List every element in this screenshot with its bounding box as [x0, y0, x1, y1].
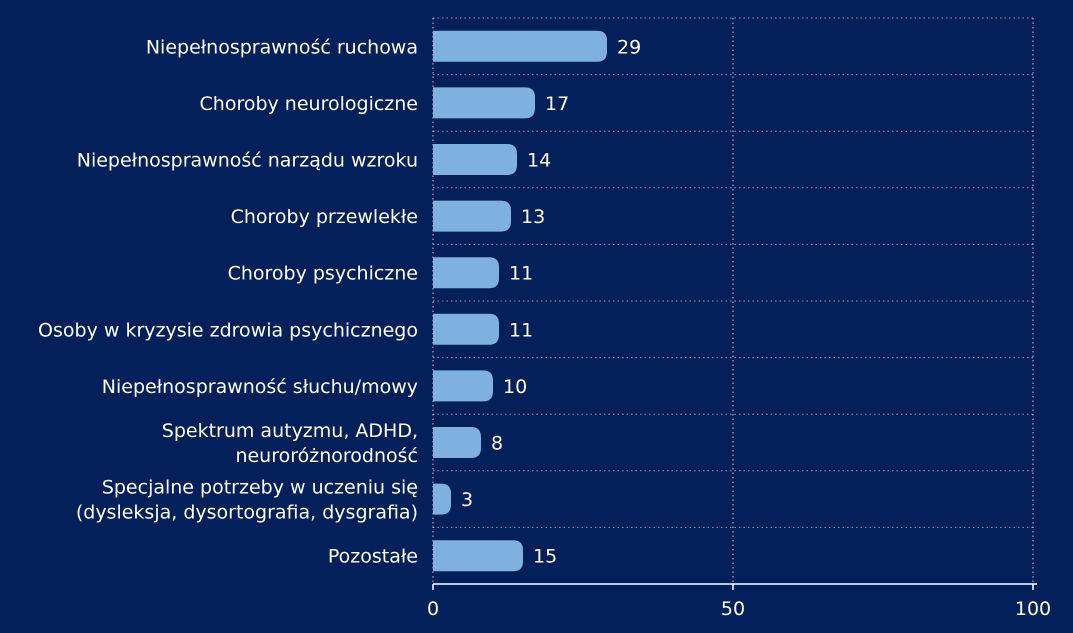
- category-label: (dysleksja, dysortografia, dysgrafia): [76, 502, 418, 524]
- bar: [433, 313, 499, 345]
- category-label: Spektrum autyzmu, ADHD,: [162, 420, 418, 442]
- grid: [432, 17, 1034, 585]
- category-label: Pozostałe: [328, 546, 418, 568]
- category-label: Osoby w kryzysie zdrowia psychicznego: [38, 319, 418, 341]
- category-label: neuroróżnorodność: [235, 445, 418, 467]
- category-label: Niepełnosprawność słuchu/mowy: [102, 376, 418, 398]
- x-tick-label: 0: [427, 598, 439, 620]
- bar: [433, 30, 607, 62]
- x-tick-label: 50: [721, 598, 745, 620]
- x-tick-label: 100: [1015, 598, 1051, 620]
- bar: [433, 87, 535, 119]
- data-label: 13: [521, 206, 545, 228]
- category-label: Choroby neurologiczne: [200, 93, 418, 115]
- bar: [433, 257, 499, 289]
- bar: [433, 483, 451, 515]
- data-label: 14: [527, 150, 551, 172]
- bar: [433, 427, 481, 458]
- bars: [433, 30, 607, 572]
- data-label: 17: [545, 93, 569, 115]
- bar: [433, 200, 511, 232]
- x-axis: 0 50 100: [427, 583, 1051, 620]
- bar: [433, 144, 517, 175]
- category-label: Choroby psychiczne: [228, 263, 418, 285]
- data-label: 11: [509, 263, 533, 285]
- category-label: Choroby przewlekłe: [231, 206, 418, 228]
- bar: [433, 370, 493, 402]
- data-label: 11: [509, 319, 533, 341]
- category-label: Niepełnosprawność narządu wzroku: [77, 150, 418, 172]
- data-labels: 29 17 14 13 11 11 10 8 3 15: [461, 36, 641, 567]
- category-labels: Niepełnosprawność ruchowa Choroby neurolo…: [38, 36, 418, 567]
- category-label: Niepełnosprawność ruchowa: [146, 36, 418, 58]
- data-label: 3: [461, 489, 473, 511]
- category-label: Specjalne potrzeby w uczeniu się: [102, 477, 418, 499]
- data-label: 15: [533, 546, 557, 568]
- bar: [433, 540, 523, 572]
- data-label: 8: [491, 433, 503, 455]
- data-label: 29: [617, 36, 641, 58]
- data-label: 10: [503, 376, 527, 398]
